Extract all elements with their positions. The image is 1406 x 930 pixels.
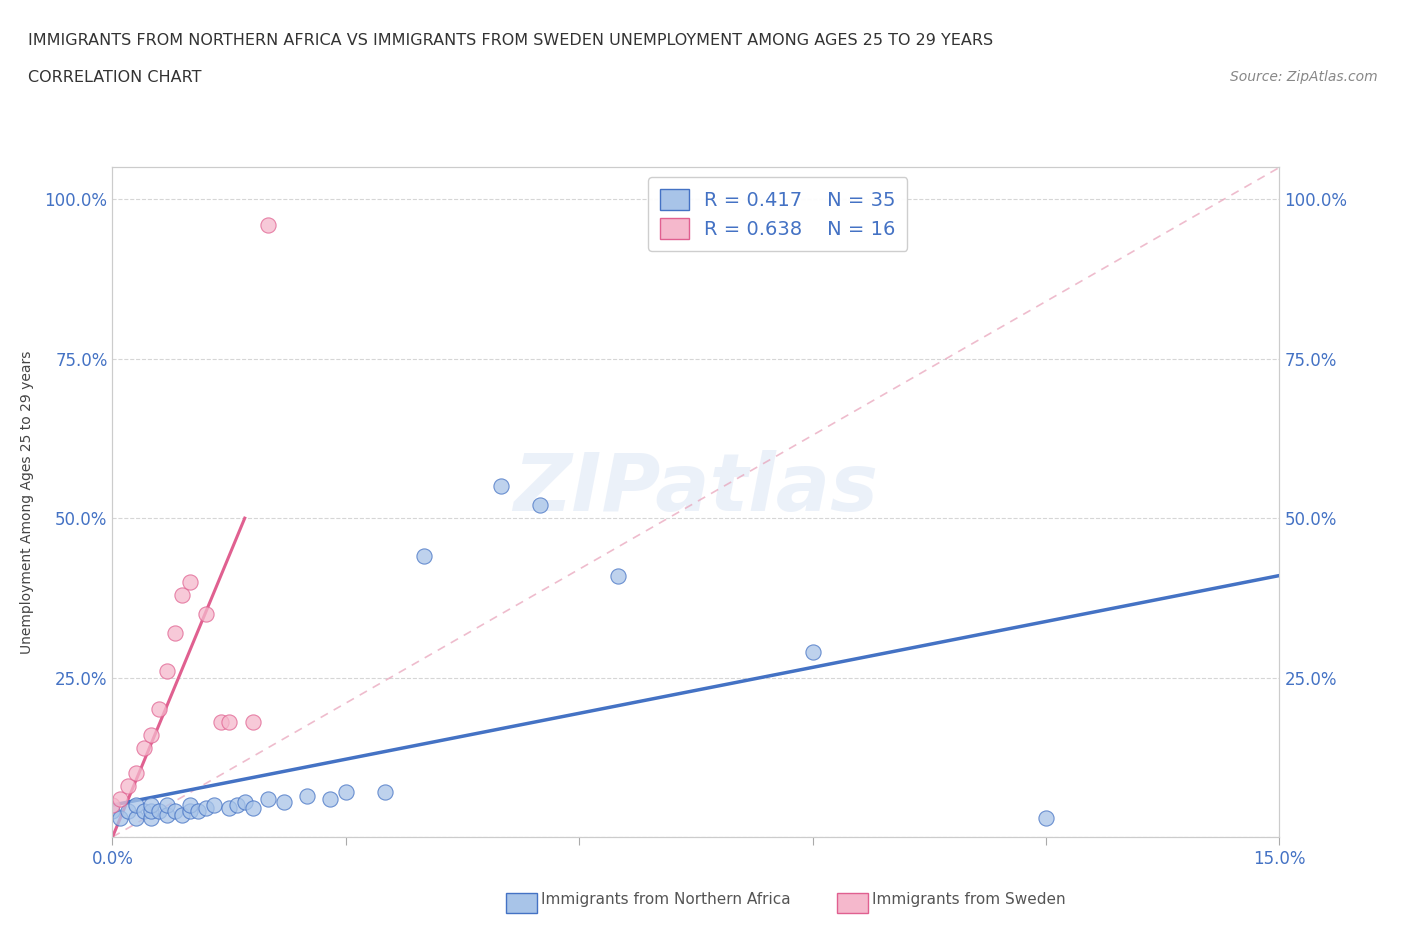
Point <box>101 798 124 813</box>
Point <box>319 791 342 806</box>
Point <box>412 549 434 564</box>
Point <box>172 587 194 602</box>
Y-axis label: Unemployment Among Ages 25 to 29 years: Unemployment Among Ages 25 to 29 years <box>20 351 34 654</box>
Point <box>125 810 148 825</box>
Point <box>141 804 163 819</box>
Point <box>295 788 318 803</box>
Point <box>156 807 179 822</box>
Point <box>242 801 264 816</box>
Point <box>233 794 256 809</box>
Point <box>179 804 201 819</box>
Point <box>242 715 264 730</box>
Point <box>125 798 148 813</box>
Text: Immigrants from Northern Africa: Immigrants from Northern Africa <box>541 892 792 907</box>
Point <box>179 798 201 813</box>
Point <box>141 810 163 825</box>
Point <box>132 804 155 819</box>
Point <box>491 479 513 494</box>
Point <box>273 794 295 809</box>
Point <box>156 798 179 813</box>
Point <box>194 606 217 621</box>
Point <box>132 740 155 755</box>
Point <box>117 804 139 819</box>
Point <box>163 804 186 819</box>
Point <box>1035 810 1057 825</box>
Point <box>110 810 132 825</box>
Point <box>202 798 225 813</box>
Point <box>257 218 280 232</box>
Point <box>194 801 217 816</box>
Point <box>257 791 280 806</box>
Point <box>218 715 240 730</box>
Point <box>117 778 139 793</box>
Point <box>172 807 194 822</box>
Point <box>156 664 179 679</box>
Point <box>226 798 249 813</box>
Point <box>801 644 824 659</box>
Point <box>141 727 163 742</box>
Point <box>607 568 630 583</box>
Point <box>179 575 201 590</box>
Point <box>101 804 124 819</box>
Point <box>141 798 163 813</box>
Point <box>187 804 209 819</box>
Text: CORRELATION CHART: CORRELATION CHART <box>28 70 201 85</box>
Point <box>374 785 396 800</box>
Text: Source: ZipAtlas.com: Source: ZipAtlas.com <box>1230 70 1378 84</box>
Text: Immigrants from Sweden: Immigrants from Sweden <box>872 892 1066 907</box>
Point <box>209 715 232 730</box>
Point <box>148 804 170 819</box>
Point <box>163 626 186 641</box>
Point <box>125 765 148 780</box>
Point <box>110 791 132 806</box>
Legend: R = 0.417    N = 35, R = 0.638    N = 16: R = 0.417 N = 35, R = 0.638 N = 16 <box>648 177 907 250</box>
Text: ZIPatlas: ZIPatlas <box>513 450 879 528</box>
Point <box>335 785 357 800</box>
Point <box>148 702 170 717</box>
Point <box>529 498 551 512</box>
Point <box>218 801 240 816</box>
Text: IMMIGRANTS FROM NORTHERN AFRICA VS IMMIGRANTS FROM SWEDEN UNEMPLOYMENT AMONG AGE: IMMIGRANTS FROM NORTHERN AFRICA VS IMMIG… <box>28 33 993 47</box>
